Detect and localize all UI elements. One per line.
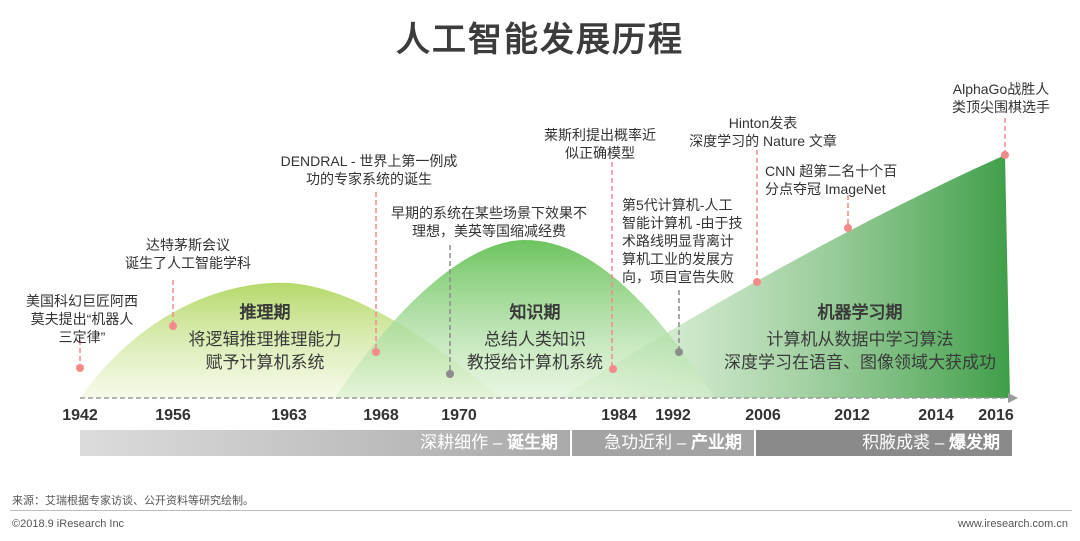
event-dot-1968 — [372, 348, 380, 356]
phase-knowledge-desc: 总结人类知识 教授给计算机系统 — [467, 330, 603, 372]
year-label: 1963 — [271, 407, 307, 424]
year-label: 2016 — [978, 407, 1014, 424]
event-dot-2006 — [753, 278, 761, 286]
website-link[interactable]: www.iresearch.com.cn — [957, 518, 1068, 530]
year-label: 2014 — [918, 407, 954, 424]
year-label: 1970 — [441, 407, 477, 424]
event-2006-label: Hinton发表 深度学习的 Nature 文章 — [689, 115, 837, 149]
event-2016-label: AlphaGo战胜人 类顶尖围棋选手 — [952, 81, 1050, 115]
page-title: 人工智能发展历程 — [396, 21, 684, 59]
era-band-explosion: 积腋成裘 – 爆发期 — [756, 430, 1012, 456]
event-2012-label: CNN 超第二名十个百 分点夺冠 ImageNet — [765, 163, 898, 197]
event-dot-1970 — [446, 370, 454, 378]
event-dot-1992 — [675, 348, 683, 356]
machine-learning-phase-area — [560, 155, 1010, 398]
year-label: 1992 — [655, 407, 691, 424]
era-band-industry: 急功近利 – 产业期 — [572, 430, 754, 456]
phase-knowledge-title: 知识期 — [509, 303, 561, 322]
event-1984-label: 莱斯利提出概率近 似正确模型 — [544, 127, 656, 161]
event-1970-label: 早期的系统在某些场景下效果不 理想，美英等国缩减经费 — [391, 205, 587, 239]
event-dot-2012 — [844, 224, 852, 232]
source-note: 来源：艾瑞根据专家访谈、公开资料等研究绘制。 — [12, 495, 254, 507]
event-dot-1942 — [76, 364, 84, 372]
year-label: 1984 — [601, 407, 637, 424]
phase-ml-title: 机器学习期 — [817, 303, 903, 322]
event-dot-1956 — [169, 322, 177, 330]
event-1942-label: 美国科幻巨匠阿西 莫夫提出“机器人 三定律” — [26, 293, 138, 345]
era-band-birth: 深耕细作 – 诞生期 — [80, 430, 570, 456]
year-label: 1968 — [363, 407, 399, 424]
phase-reasoning-desc: 将逻辑推理推理能力 赋予计算机系统 — [188, 330, 342, 372]
event-dot-1984 — [609, 365, 617, 373]
timeline-arrow — [1008, 393, 1018, 403]
event-1968-label: DENDRAL - 世界上第一例成 功的专家系统的诞生 — [280, 153, 458, 187]
year-label: 2012 — [834, 407, 870, 424]
year-label: 1956 — [155, 407, 191, 424]
event-dot-2016 — [1001, 151, 1009, 159]
phase-reasoning-title: 推理期 — [239, 303, 291, 322]
year-label: 1942 — [62, 407, 98, 424]
event-1956-label: 达特茅斯会议 诞生了人工智能学科 — [125, 237, 251, 271]
copyright: ©2018.9 iResearch Inc — [12, 518, 125, 530]
knowledge-phase-hump — [335, 240, 715, 398]
event-1992-label: 第5代计算机-人工 智能计算机 -由于技 术路线明显背离计 算机工业的发展方 向，项目宣… — [622, 197, 743, 285]
event-lines — [79, 118, 1006, 372]
phase-ml-desc: 计算机从数据中学习算法 深度学习在语音、图像领域大获成功 — [724, 330, 996, 372]
year-label: 2006 — [745, 407, 781, 424]
footer-divider — [10, 510, 1072, 511]
